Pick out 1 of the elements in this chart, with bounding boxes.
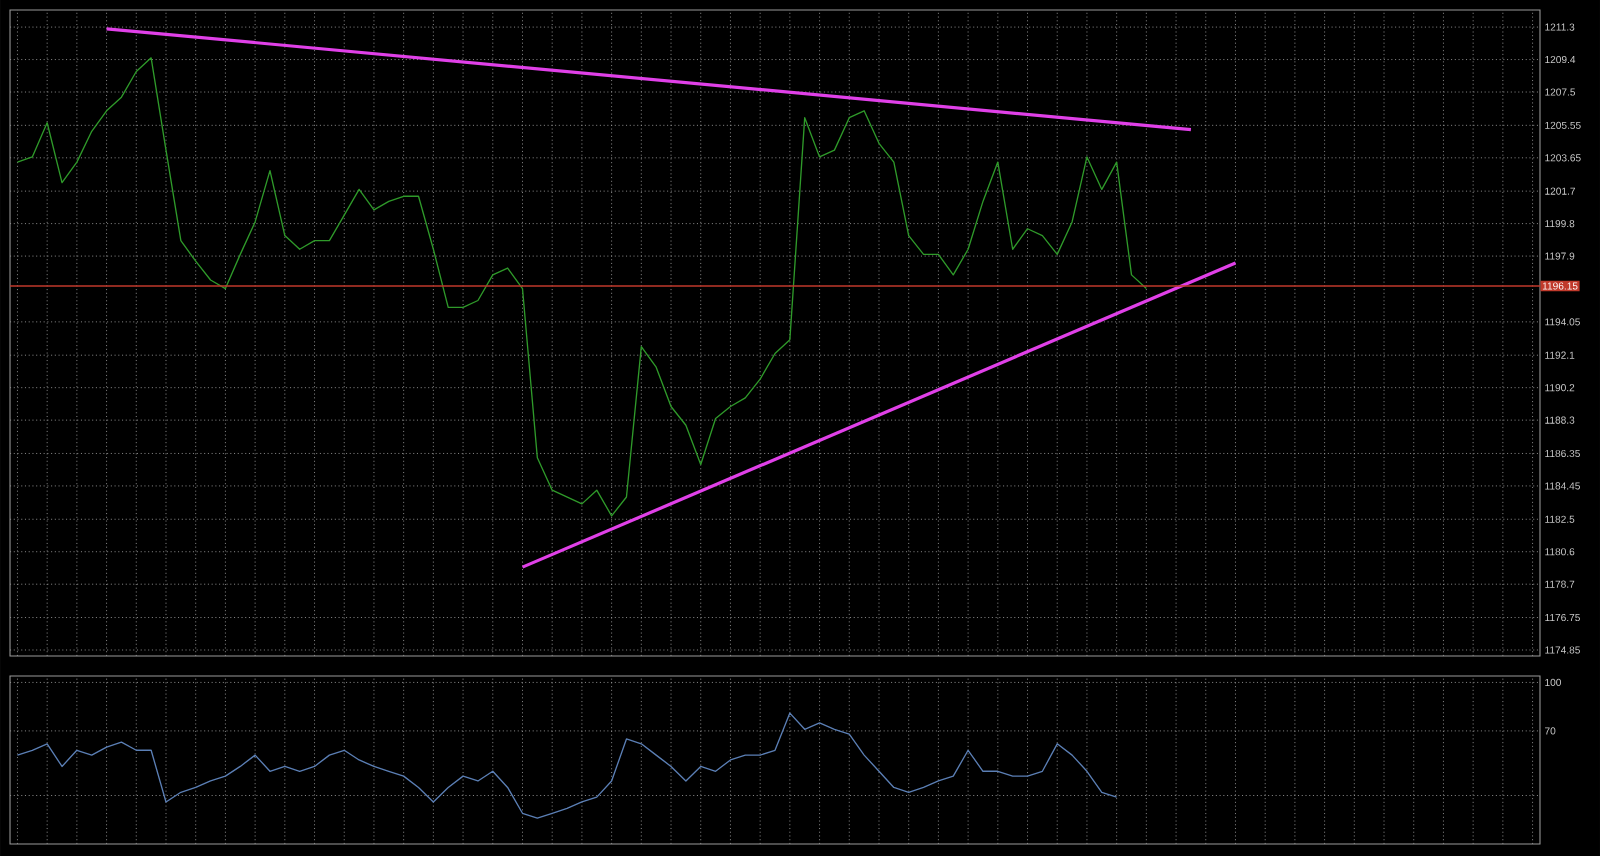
line-series (16, 712, 1118, 819)
